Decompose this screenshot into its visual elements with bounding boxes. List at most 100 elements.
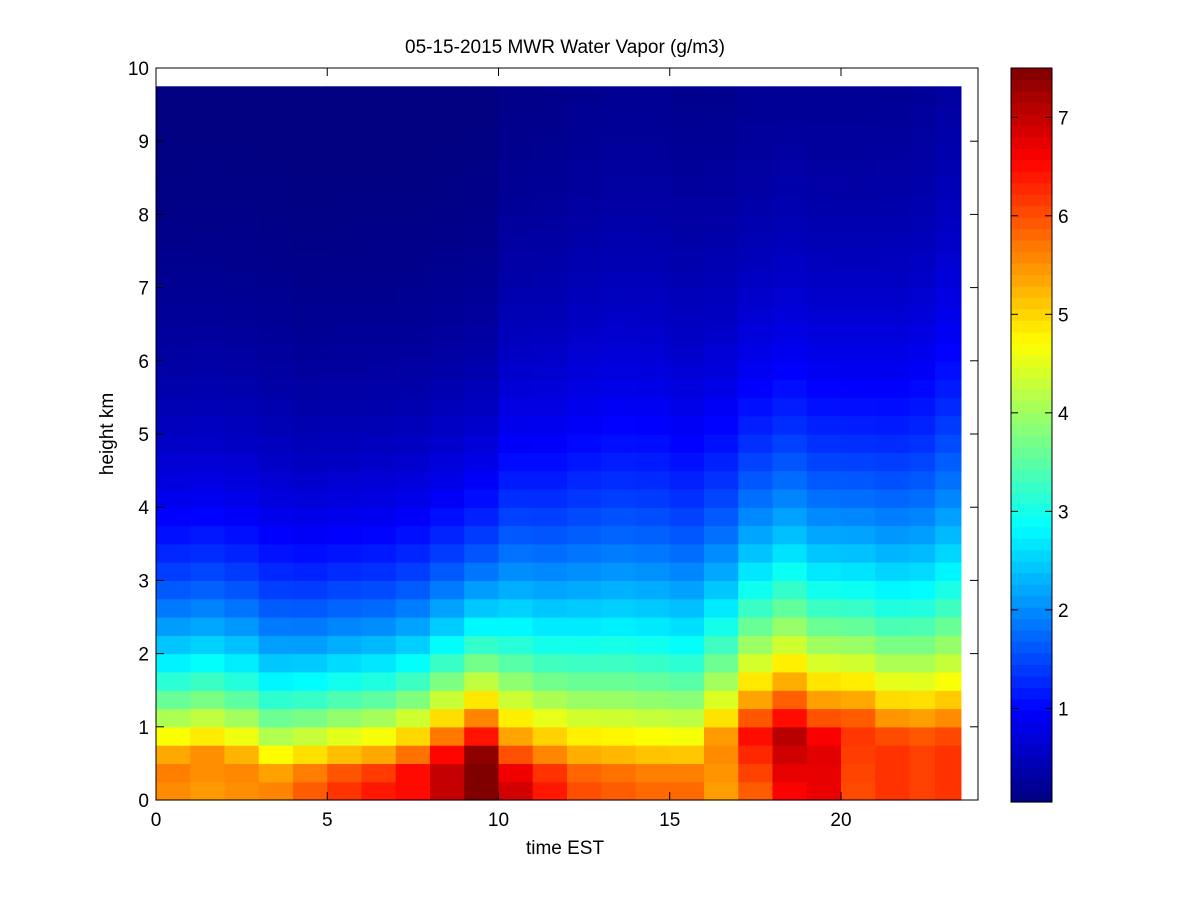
heatmap-cell xyxy=(669,232,705,252)
colorbar-segment xyxy=(1011,744,1052,757)
colorbar-tick-label: 3 xyxy=(1058,502,1069,523)
heatmap-cell xyxy=(395,726,431,746)
heatmap-cell xyxy=(258,122,294,142)
heatmap-cell xyxy=(430,598,465,618)
heatmap-cell xyxy=(156,86,191,106)
heatmap-cell xyxy=(738,653,774,673)
heatmap-cell xyxy=(327,617,363,636)
heatmap-cell xyxy=(841,488,876,508)
heatmap-cell xyxy=(156,726,191,746)
heatmap-cell xyxy=(361,726,397,746)
heatmap-cell xyxy=(635,617,671,636)
heatmap-cell xyxy=(772,379,808,398)
heatmap-cell xyxy=(841,580,876,600)
heatmap-cell xyxy=(361,251,397,270)
heatmap-cell xyxy=(841,232,876,252)
colorbar-segment xyxy=(1011,652,1052,665)
heatmap-cell xyxy=(601,781,637,801)
heatmap-cell xyxy=(224,507,260,527)
heatmap-cell xyxy=(738,507,774,527)
heatmap-cell xyxy=(669,324,705,344)
colorbar-segment xyxy=(1011,240,1052,253)
heatmap-cell xyxy=(635,781,671,801)
heatmap-cell xyxy=(498,214,534,234)
heatmap-cell xyxy=(464,671,500,691)
heatmap-cell xyxy=(395,434,431,453)
heatmap-cell xyxy=(935,434,962,453)
heatmap-cell xyxy=(156,177,191,197)
heatmap-cell xyxy=(498,763,534,783)
heatmap-cell xyxy=(156,232,191,252)
heatmap-cell xyxy=(772,287,808,307)
heatmap-cell xyxy=(430,177,465,197)
heatmap-cell xyxy=(669,269,705,289)
heatmap-cell xyxy=(430,214,465,234)
heatmap-cell xyxy=(601,690,637,710)
colorbar-segment xyxy=(1011,68,1052,81)
heatmap-cell xyxy=(361,159,397,179)
heatmap-cell xyxy=(293,251,328,270)
heatmap-cell xyxy=(224,342,260,362)
heatmap-cell xyxy=(635,397,671,417)
heatmap-cell xyxy=(875,177,911,197)
heatmap-cell xyxy=(875,690,911,710)
heatmap-cell xyxy=(258,635,294,655)
heatmap-cell xyxy=(635,690,671,710)
heatmap-cell xyxy=(635,635,671,655)
heatmap-cell xyxy=(704,726,739,746)
heatmap-cell xyxy=(430,452,465,472)
heatmap-cell xyxy=(909,598,936,618)
heatmap-cell xyxy=(395,452,431,472)
heatmap-cell xyxy=(532,232,568,252)
heatmap-cell xyxy=(293,488,328,508)
heatmap-cell xyxy=(395,580,431,600)
heatmap-cell xyxy=(935,196,962,215)
heatmap-cell xyxy=(327,177,363,197)
heatmap-cell xyxy=(875,251,911,270)
heatmap-cell xyxy=(704,452,739,472)
heatmap-cell xyxy=(190,470,226,490)
heatmap-cell xyxy=(738,745,774,764)
heatmap-cell xyxy=(909,287,936,307)
heatmap-cell xyxy=(935,507,962,527)
heatmap-cell xyxy=(909,580,936,600)
heatmap-cell xyxy=(841,452,876,472)
heatmap-cell xyxy=(361,562,397,581)
heatmap-cell xyxy=(464,159,500,179)
heatmap-cell xyxy=(258,525,294,545)
heatmap-cell xyxy=(327,122,363,142)
heatmap-cell xyxy=(190,379,226,398)
colorbar-segment xyxy=(1011,194,1052,207)
heatmap-cell xyxy=(601,214,637,234)
heatmap-cell xyxy=(875,580,911,600)
heatmap-cell xyxy=(909,671,936,691)
heatmap-cell xyxy=(190,452,226,472)
heatmap-cell xyxy=(327,324,363,344)
y-axis-ticks: 0 1 2 3 4 5 6 7 8 9 10 xyxy=(128,59,978,812)
heatmap-cell xyxy=(464,324,500,344)
heatmap-cell xyxy=(567,708,602,728)
heatmap-cell xyxy=(669,360,705,380)
heatmap-cell xyxy=(772,360,808,380)
heatmap-cell xyxy=(464,269,500,289)
heatmap-cell xyxy=(601,507,637,527)
heatmap-cell xyxy=(293,543,328,563)
heatmap-cell xyxy=(841,360,876,380)
heatmap-cell xyxy=(498,269,534,289)
colorbar-segment xyxy=(1011,492,1052,505)
heatmap-cell xyxy=(806,141,842,161)
heatmap-cell xyxy=(430,251,465,270)
heatmap-cell xyxy=(190,232,226,252)
heatmap-cell xyxy=(395,104,431,124)
heatmap-cell xyxy=(738,324,774,344)
heatmap-cell xyxy=(567,324,602,344)
heatmap-cell xyxy=(635,598,671,618)
colorbar-segment xyxy=(1011,228,1052,241)
heatmap-cell xyxy=(669,562,705,581)
heatmap-cell xyxy=(841,671,876,691)
heatmap-cell xyxy=(704,324,739,344)
colorbar-segment xyxy=(1011,767,1052,780)
heatmap-cell xyxy=(738,543,774,563)
heatmap-cell xyxy=(635,214,671,234)
colorbar-segment xyxy=(1011,469,1052,482)
